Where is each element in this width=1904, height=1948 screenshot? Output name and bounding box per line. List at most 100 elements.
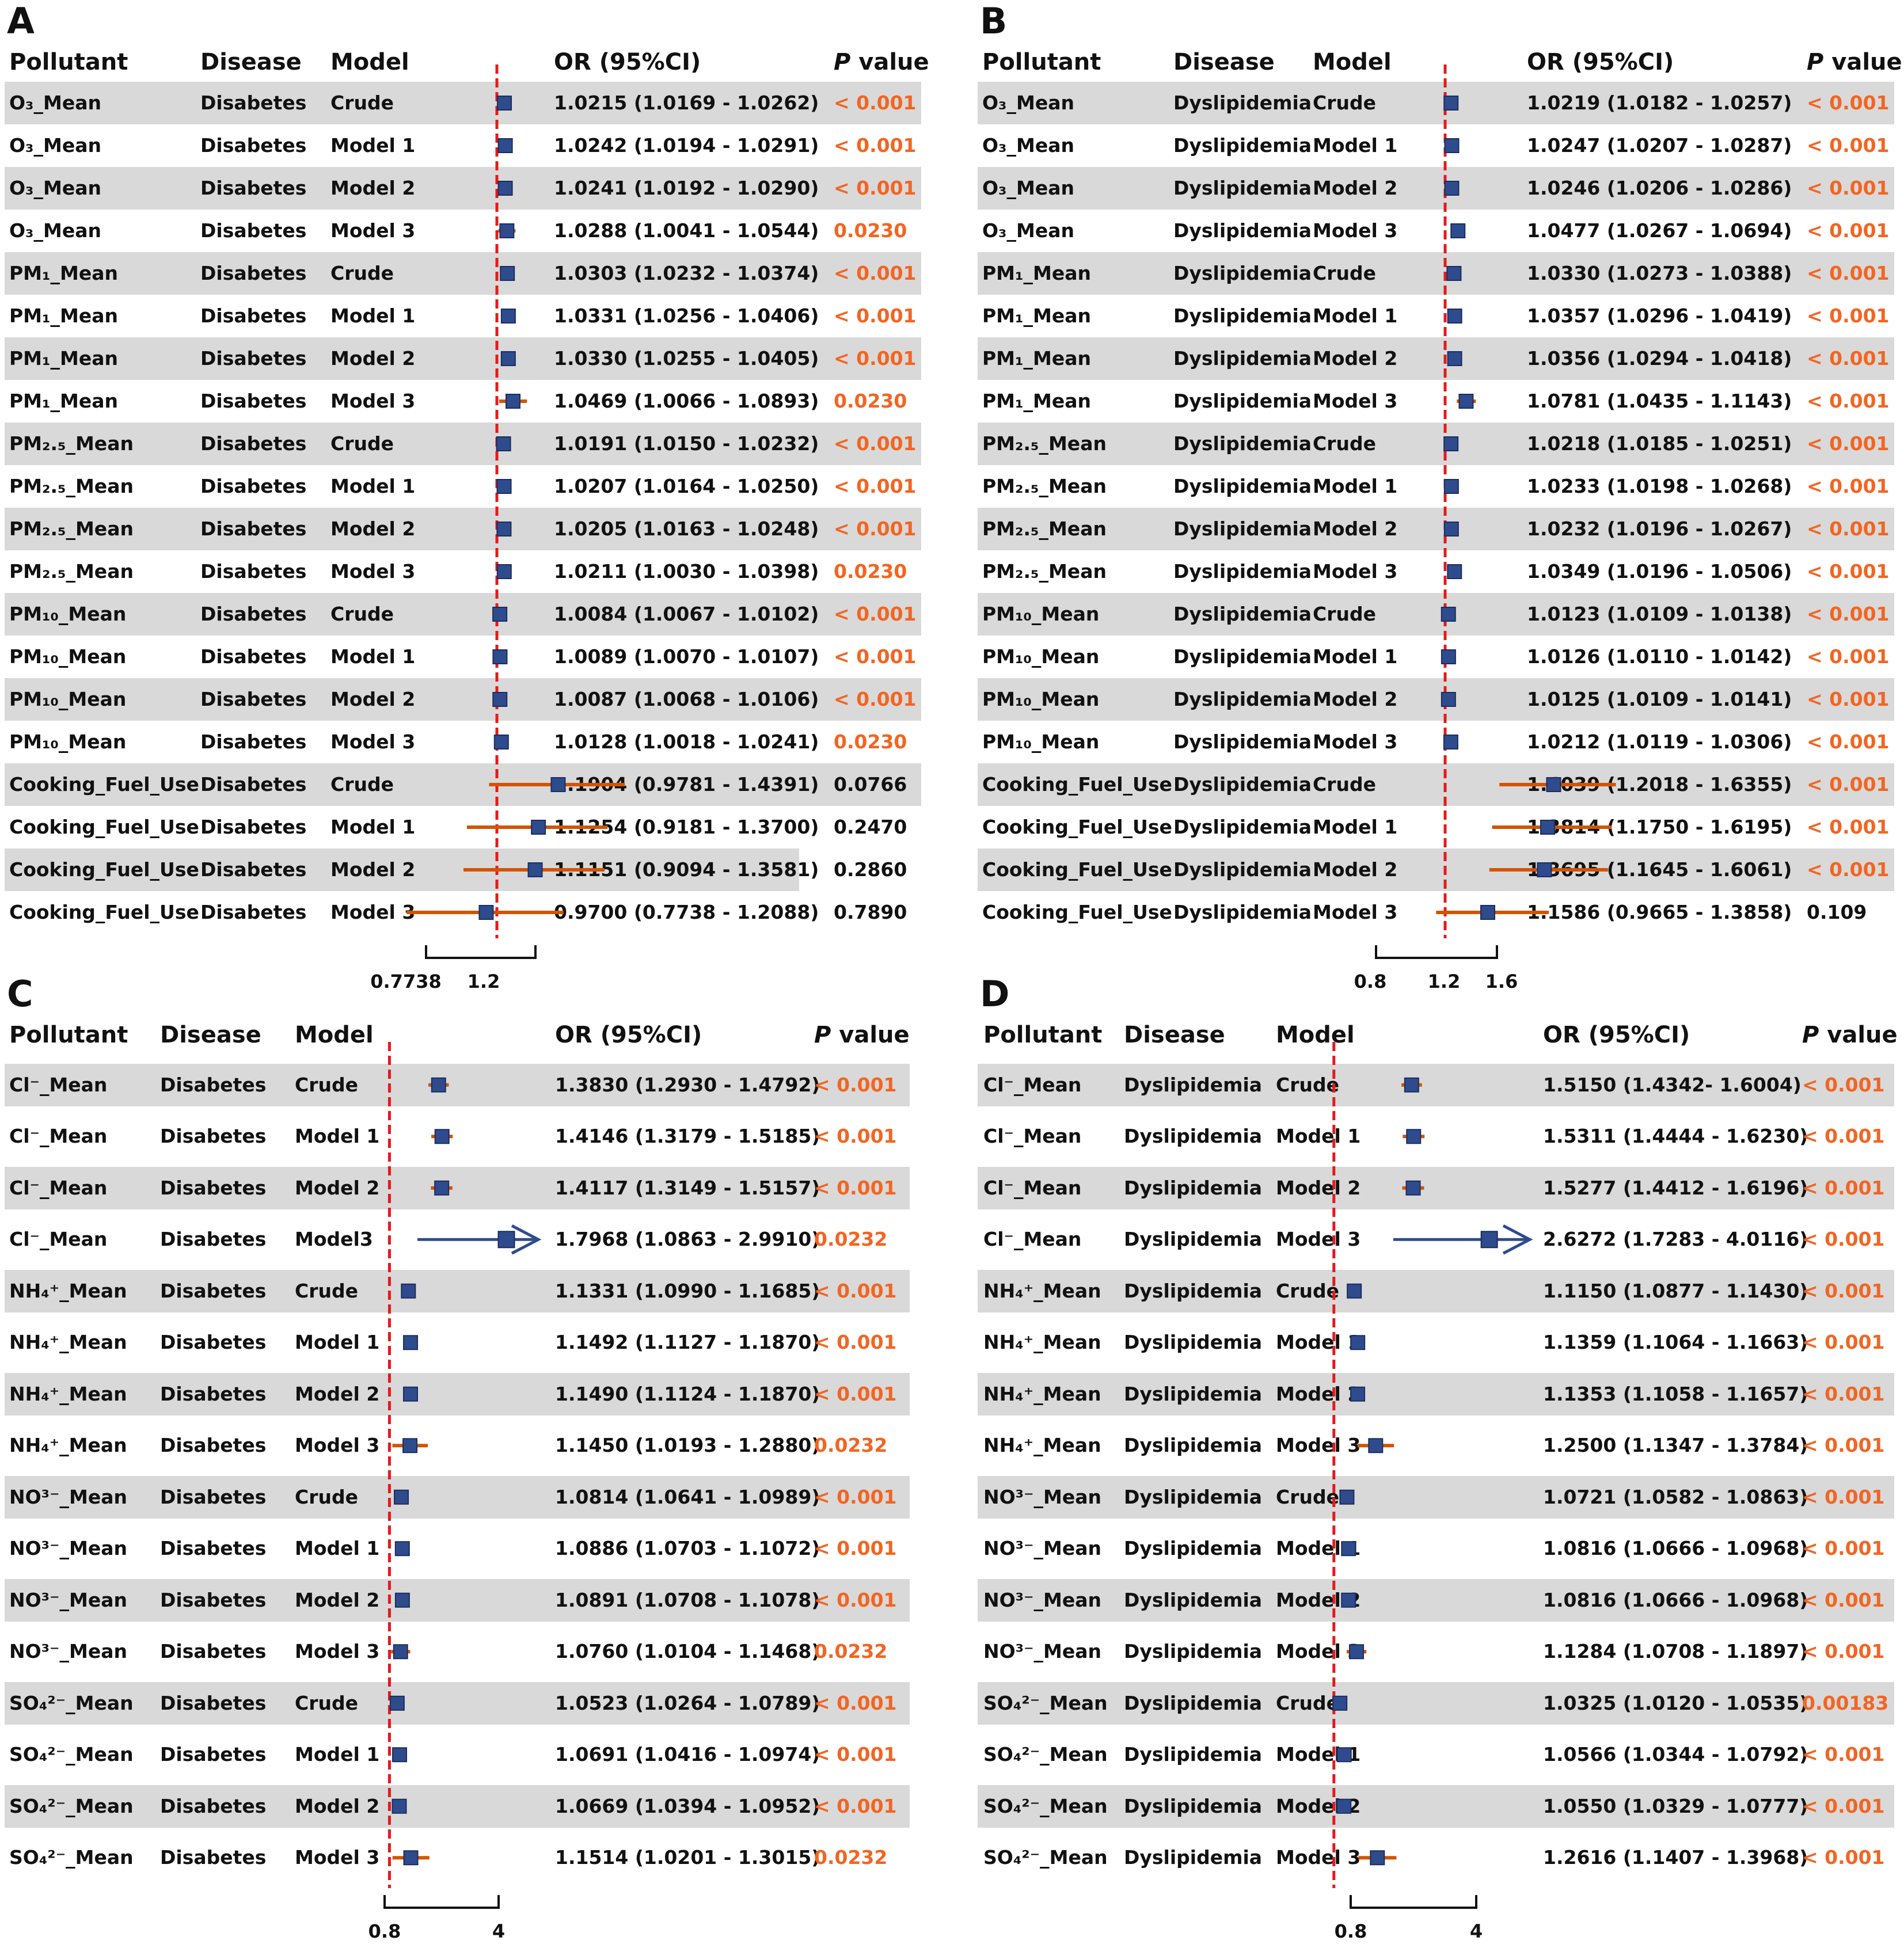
p-value-cell: 0.0230 [834, 730, 907, 753]
pollutant-cell: O₃_Mean [9, 177, 101, 199]
pollutant-cell: NO³⁻_Mean [9, 1485, 128, 1508]
model-cell: Model 1 [1276, 1125, 1361, 1148]
header-disease: Disease [200, 49, 302, 75]
header-p-letter: P [1807, 49, 1824, 75]
disease-cell: Disabetes [160, 1434, 267, 1457]
table-row: NO³⁻_Mean Disabetes Crude 1.0814 (1.0641 - … [5, 1475, 910, 1519]
pollutant-cell: NH₄⁺_Mean [9, 1382, 127, 1405]
model-cell: Model 2 [330, 518, 416, 540]
header-model: Model [295, 1022, 374, 1048]
p-value-cell: < 0.001 [1802, 1382, 1885, 1405]
pollutant-cell: SO₄²⁻_Mean [9, 1743, 134, 1766]
point-estimate [497, 1231, 515, 1249]
pollutant-cell: NH₄⁺_Mean [9, 1434, 127, 1457]
disease-cell: Dyslipidemia [1124, 1279, 1263, 1302]
table-row: Cooking_Fuel_Use Dyslipidemia Model 3 1.158… [978, 891, 1894, 934]
point-estimate [1447, 309, 1462, 324]
point-estimate [1450, 223, 1466, 238]
disease-cell: Disabetes [200, 475, 307, 497]
model-cell: Model 3 [330, 901, 416, 923]
header-p-value: P value [834, 51, 929, 74]
model-cell: Model 2 [295, 1382, 380, 1405]
model-cell: Crude [295, 1073, 358, 1096]
table-row: PM₁₀_Mean Disabetes Model 2 1.0087 (1.0068 … [5, 678, 921, 721]
or-ci-cell: 1.0303 (1.0232 - 1.0374) [554, 262, 819, 284]
point-estimate [431, 1077, 446, 1093]
point-estimate [1349, 1644, 1365, 1660]
table-row: SO₄²⁻_Mean Disabetes Model 1 1.0691 (1.0416… [5, 1733, 910, 1776]
point-estimate [1350, 1386, 1366, 1402]
pollutant-cell: NH₄⁺_Mean [9, 1331, 127, 1354]
table-row: SO₄²⁻_Mean Dyslipidemia Model 3 1.2616 (1.1… [978, 1836, 1894, 1879]
x-axis [425, 945, 537, 959]
table-row: O₃_Mean Disabetes Crude 1.0215 (1.0169 - 1.… [5, 82, 921, 124]
or-ci-cell: 1.2500 (1.1347 - 1.3784) [1543, 1434, 1808, 1457]
disease-cell: Disabetes [200, 134, 307, 157]
disease-cell: Disabetes [200, 730, 307, 753]
p-value-cell: < 0.001 [1807, 603, 1890, 625]
table-row: PM₁_Mean Dyslipidemia Crude 1.0330 (1.0273 … [978, 252, 1894, 295]
point-estimate [506, 394, 521, 409]
table-row: NH₄⁺_Mean Dyslipidemia Model 3 1.2500 (1.13… [978, 1424, 1894, 1467]
or-ci-cell: 1.0247 (1.0207 - 1.0287) [1527, 134, 1792, 157]
model-cell: Model 3 [1313, 730, 1398, 753]
or-ci-cell: 1.0233 (1.0198 - 1.0268) [1527, 475, 1792, 497]
model-cell: Model 1 [295, 1743, 380, 1766]
ci-arrow-head [1502, 1224, 1533, 1255]
pollutant-cell: Cl⁻_Mean [9, 1073, 108, 1096]
pollutant-cell: PM₁₀_Mean [9, 603, 127, 625]
pollutant-cell: PM₂.₅_Mean [9, 560, 134, 583]
model-cell: Model 1 [295, 1537, 380, 1560]
forest-panel-c: C Pollutant Disease Model OR (95%CI) P v… [0, 973, 944, 1948]
disease-cell: Dyslipidemia [1124, 1846, 1263, 1869]
disease-cell: Disabetes [200, 603, 307, 625]
disease-cell: Dyslipidemia [1173, 390, 1312, 412]
p-value-cell: < 0.001 [814, 1125, 897, 1148]
or-ci-cell: 1.0207 (1.0164 - 1.0250) [554, 475, 819, 497]
or-ci-cell: 1.0084 (1.0067 - 1.0102) [554, 603, 819, 625]
p-value-cell: < 0.001 [1807, 773, 1890, 796]
point-estimate [1458, 394, 1474, 409]
p-value-cell: < 0.001 [1802, 1125, 1885, 1148]
or-ci-cell: 1.1586 (0.9665 - 1.3858) [1527, 901, 1792, 923]
or-ci-cell: 1.0123 (1.0109 - 1.0138) [1527, 603, 1792, 625]
table-row: NH₄⁺_Mean Disabetes Model 2 1.1490 (1.1124 … [5, 1372, 910, 1416]
point-estimate [1444, 138, 1460, 153]
point-estimate [496, 479, 512, 494]
disease-cell: Dyslipidemia [1124, 1588, 1263, 1611]
disease-cell: Dyslipidemia [1124, 1073, 1263, 1096]
point-estimate [393, 1644, 408, 1660]
x-axis [1375, 945, 1498, 959]
or-ci-cell: 1.0330 (1.0255 - 1.0405) [554, 347, 819, 370]
x-tick-label: 1.6 [1485, 971, 1518, 992]
point-estimate [1332, 1695, 1348, 1711]
model-cell: Model 1 [295, 1331, 380, 1354]
point-estimate [531, 820, 546, 835]
p-value-cell: 0.0230 [834, 390, 907, 412]
disease-cell: Disabetes [200, 645, 307, 668]
point-estimate [1443, 479, 1459, 494]
p-value-cell: < 0.001 [1807, 645, 1890, 668]
point-estimate [401, 1283, 416, 1299]
p-value-cell: < 0.001 [1807, 688, 1890, 710]
or-ci-cell: 1.0241 (1.0192 - 1.0290) [554, 177, 819, 199]
or-ci-cell: 1.0215 (1.0169 - 1.0262) [554, 92, 819, 114]
point-estimate [1441, 692, 1456, 707]
table-row: SO₄²⁻_Mean Disabetes Model 2 1.0669 (1.0394… [5, 1785, 910, 1828]
table-row: PM₁₀_Mean Dyslipidemia Model 3 1.0212 (1.01… [978, 721, 1894, 763]
or-ci-cell: 1.0669 (1.0394 - 1.0952) [555, 1794, 820, 1817]
or-ci-cell: 1.4117 (1.3149 - 1.5157) [555, 1176, 820, 1199]
disease-cell: Disabetes [160, 1382, 267, 1405]
or-ci-cell: 1.0891 (1.0708 - 1.1078) [555, 1588, 820, 1611]
point-estimate [493, 735, 509, 749]
pollutant-cell: PM₁_Mean [982, 347, 1091, 370]
p-value-cell: < 0.001 [1807, 518, 1890, 540]
model-cell: Model 2 [330, 347, 416, 370]
pollutant-cell: NO³⁻_Mean [9, 1537, 128, 1560]
disease-cell: Disabetes [200, 560, 307, 583]
or-ci-cell: 1.0814 (1.0641 - 1.0989) [555, 1485, 820, 1508]
pollutant-cell: PM₂.₅_Mean [9, 475, 134, 497]
point-estimate [550, 777, 566, 792]
table-row: Cl⁻_Mean Dyslipidemia Crude 1.5150 (1.4342-… [978, 1063, 1894, 1106]
table-row: O₃_Mean Disabetes Model 1 1.0242 (1.0194 - … [5, 124, 921, 167]
